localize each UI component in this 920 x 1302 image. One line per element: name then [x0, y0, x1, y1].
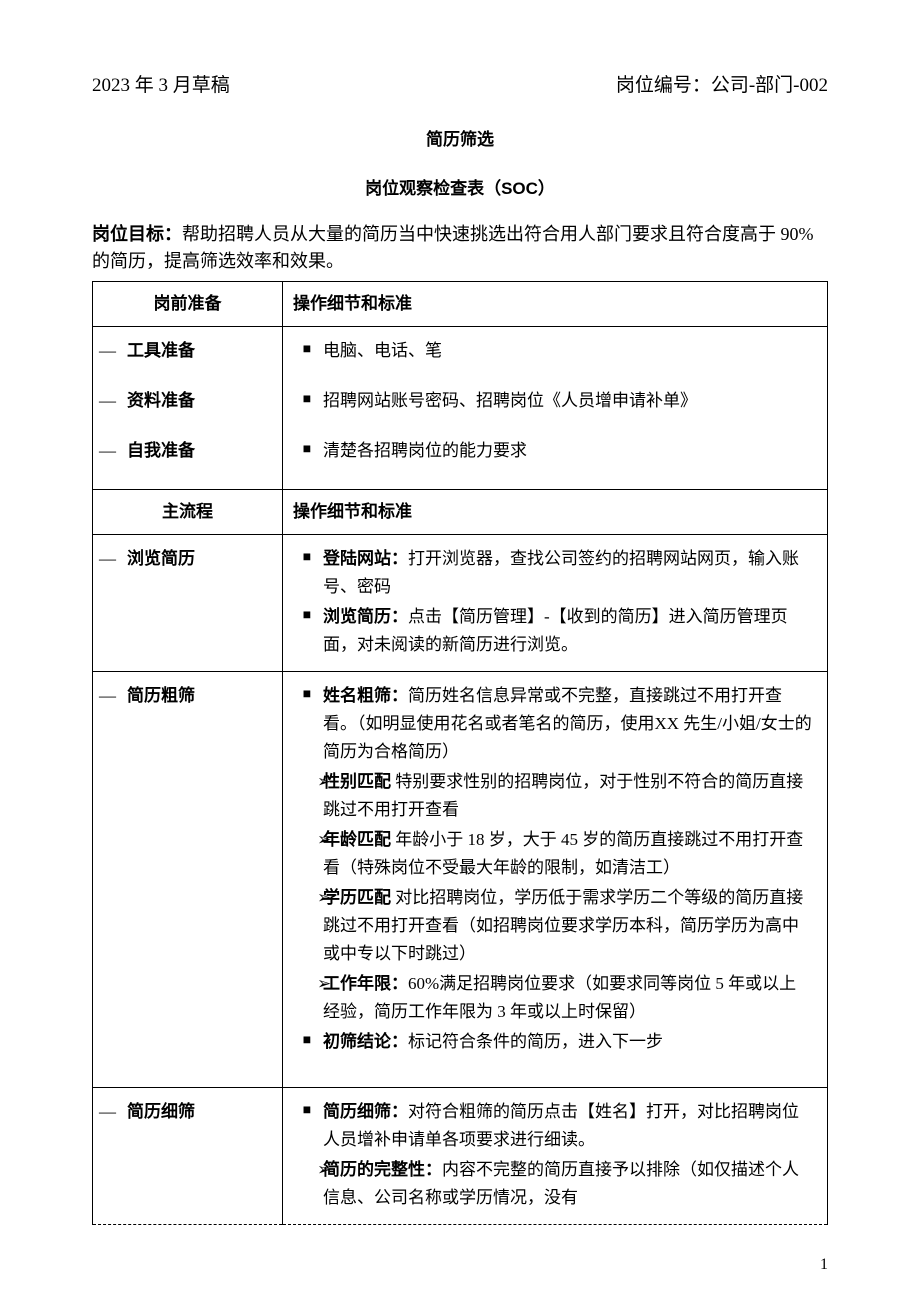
soc-table: 岗前准备 操作细节和标准 —工具准备 ■ 电脑、电话、笔 —资料准备 ■ — [92, 281, 828, 1225]
square-bullet-icon: ■ — [291, 545, 323, 571]
page-header: 2023 年 3 月草稿 岗位编号：公司-部门-002 — [92, 70, 828, 97]
square-bullet-icon: ■ — [291, 387, 323, 413]
row-content-fine: ■ 简历细筛：对符合粗筛的简历点击【姓名】打开，对比招聘岗位人员增补申请单各项要… — [283, 1087, 828, 1224]
square-bullet-icon: ■ — [291, 1028, 323, 1054]
row-content-self: ■ 清楚各招聘岗位的能力要求 — [283, 427, 828, 477]
table-row: —资料准备 ■ 招聘网站账号密码、招聘岗位《人员增申请补单》 — [93, 377, 828, 427]
row-content-tool: ■ 电脑、电话、笔 — [283, 327, 828, 378]
prep-header-right: 操作细节和标准 — [283, 282, 828, 327]
row-content-coarse: ■ 姓名粗筛：简历姓名信息异常或不完整，直接跳过不用打开查看。（如明显使用花名或… — [283, 671, 828, 1087]
table-row: —自我准备 ■ 清楚各招聘岗位的能力要求 — [93, 427, 828, 477]
main-header-right: 操作细节和标准 — [283, 489, 828, 534]
spacer-row — [93, 477, 828, 489]
document-title: 简历筛选 — [92, 125, 828, 150]
main-header-row: 主流程 操作细节和标准 — [93, 489, 828, 534]
table-row: —简历粗筛 ■ 姓名粗筛：简历姓名信息异常或不完整，直接跳过不用打开查看。（如明… — [93, 671, 828, 1087]
arrow-bullet-icon: ➢ — [291, 826, 323, 854]
square-bullet-icon: ■ — [291, 1098, 323, 1124]
row-label-material: —资料准备 — [93, 377, 283, 427]
arrow-bullet-icon: ➢ — [291, 970, 323, 998]
header-position-code: 岗位编号：公司-部门-002 — [616, 70, 828, 97]
document-subtitle: 岗位观察检查表（SOC） — [92, 174, 828, 199]
goal-label: 岗位目标： — [92, 224, 182, 244]
prep-header-row: 岗前准备 操作细节和标准 — [93, 282, 828, 327]
arrow-bullet-icon: ➢ — [291, 1156, 323, 1184]
row-label-fine: —简历细筛 — [93, 1087, 283, 1224]
row-label-coarse: —简历粗筛 — [93, 671, 283, 1087]
arrow-bullet-icon: ➢ — [291, 768, 323, 796]
row-content-material: ■ 招聘网站账号密码、招聘岗位《人员增申请补单》 — [283, 377, 828, 427]
row-content-browse: ■ 登陆网站：打开浏览器，查找公司签约的招聘网站网页，输入账号、密码 ■ 浏览简… — [283, 534, 828, 671]
page-number: 1 — [820, 1256, 828, 1274]
table-row: —简历细筛 ■ 简历细筛：对符合粗筛的简历点击【姓名】打开，对比招聘岗位人员增补… — [93, 1087, 828, 1224]
row-label-self: —自我准备 — [93, 427, 283, 477]
main-header-left: 主流程 — [93, 489, 283, 534]
goal-paragraph: 岗位目标：帮助招聘人员从大量的简历当中快速挑选出符合用人部门要求且符合度高于 9… — [92, 221, 828, 275]
table-row: —浏览简历 ■ 登陆网站：打开浏览器，查找公司签约的招聘网站网页，输入账号、密码… — [93, 534, 828, 671]
square-bullet-icon: ■ — [291, 337, 323, 363]
document-page: 2023 年 3 月草稿 岗位编号：公司-部门-002 简历筛选 岗位观察检查表… — [0, 0, 920, 1302]
square-bullet-icon: ■ — [291, 437, 323, 463]
goal-text: 帮助招聘人员从大量的简历当中快速挑选出符合用人部门要求且符合度高于 90%的简历… — [92, 224, 814, 271]
row-label-browse: —浏览简历 — [93, 534, 283, 671]
arrow-bullet-icon: ➢ — [291, 884, 323, 912]
prep-header-left: 岗前准备 — [93, 282, 283, 327]
square-bullet-icon: ■ — [291, 682, 323, 708]
table-row: —工具准备 ■ 电脑、电话、笔 — [93, 327, 828, 378]
row-label-tool: —工具准备 — [93, 327, 283, 378]
header-date: 2023 年 3 月草稿 — [92, 70, 230, 97]
square-bullet-icon: ■ — [291, 603, 323, 629]
